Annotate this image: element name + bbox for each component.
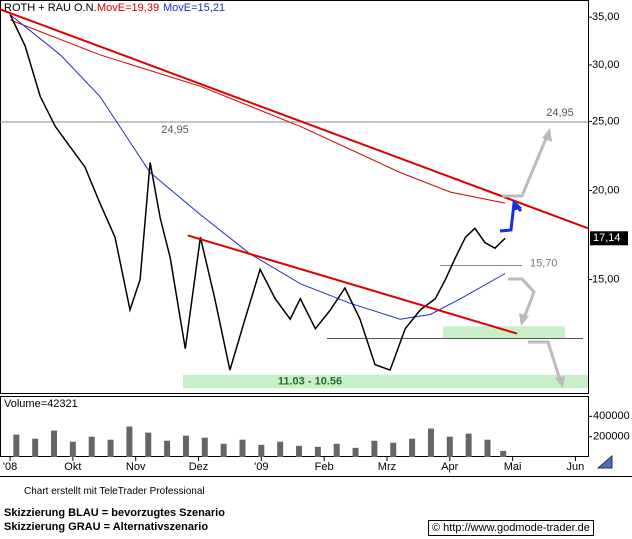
x-tick-label: Mrz xyxy=(378,461,396,473)
volume-bar xyxy=(32,438,39,457)
x-tick-label: Feb xyxy=(315,461,334,473)
legend-entry: MovE=19,39 xyxy=(97,2,159,14)
volume-bar xyxy=(164,440,171,457)
volume-bar xyxy=(51,430,58,457)
volume-bar xyxy=(465,433,472,457)
blue-arrowhead xyxy=(513,202,522,211)
x-tick-label: Apr xyxy=(441,461,458,473)
x-tick-label: Nov xyxy=(126,461,146,473)
zone-label: 11.03 - 10.56 xyxy=(278,375,342,387)
y-tick-label: 25,00 xyxy=(592,115,620,127)
volume-bar xyxy=(220,443,227,457)
credit: Chart erstellt mit TeleTrader Profession… xyxy=(24,486,205,497)
scenario-sketch xyxy=(499,128,565,388)
support-zone xyxy=(183,374,588,389)
last-price-box xyxy=(590,231,628,246)
volume-bar xyxy=(446,436,453,457)
gray-scenario xyxy=(528,340,562,381)
volume-bar xyxy=(500,450,507,457)
chart: 11.03 - 10.56 15,00 20,00 25,00 30,00 35,00 '0… xyxy=(0,0,632,477)
price-line xyxy=(9,14,506,372)
gray-arrowhead xyxy=(555,376,565,388)
moving-average xyxy=(9,19,506,204)
gray-scenario xyxy=(502,135,549,198)
level-label: 15,70 xyxy=(530,257,558,269)
level-label: 24,95 xyxy=(546,107,574,119)
volume-bar xyxy=(333,443,340,457)
y-tick-label: 20,00 xyxy=(592,184,620,196)
volume-bar xyxy=(296,445,303,457)
volume-bar xyxy=(126,426,133,457)
url: © http://www.godmode-trader.de xyxy=(428,520,594,536)
legend-blue: Skizzierung BLAU = bevorzugtes Szenario xyxy=(4,507,225,519)
volume-bar xyxy=(390,442,397,457)
volume-bar xyxy=(277,441,284,457)
volume-tick-label: 200000 xyxy=(593,431,630,443)
gray-arrowhead xyxy=(542,128,552,142)
x-tick-label: '09 xyxy=(254,461,268,473)
volume-bar xyxy=(258,444,265,457)
x-tick-label: Jun xyxy=(567,461,585,473)
volume-tick-label: 400000 xyxy=(593,410,630,422)
volume-label: Volume=42321 xyxy=(4,398,78,410)
legend-entry: MovE=15,21 xyxy=(163,2,225,14)
support-zone xyxy=(443,326,565,339)
volume-bar xyxy=(13,434,20,457)
legend-gray: Skizzierung GRAU = Alternativszenario xyxy=(4,521,209,533)
volume-bar xyxy=(352,447,359,457)
chart-title: ROTH + RAU O.N. xyxy=(4,2,97,14)
volume-bar xyxy=(145,432,152,457)
volume-bar xyxy=(69,441,76,457)
moving-average xyxy=(9,14,506,320)
level-label: 24,95 xyxy=(161,124,189,136)
volume-bar xyxy=(107,439,114,457)
volume-bar xyxy=(88,436,95,457)
gray-arrowhead xyxy=(519,313,529,326)
x-tick-label: Mai xyxy=(504,461,522,473)
trendline xyxy=(187,234,518,335)
gray-scenario xyxy=(508,277,536,319)
volume-bar xyxy=(201,437,208,457)
last-price-label: 17,14 xyxy=(593,232,621,244)
volume-bar xyxy=(182,435,189,457)
volume-bar xyxy=(371,440,378,457)
volume-bar xyxy=(239,439,246,457)
volume-bar xyxy=(409,438,416,457)
x-tick-label: Dez xyxy=(189,461,209,473)
y-tick-label: 35,00 xyxy=(592,11,620,23)
volume-bar xyxy=(314,446,321,457)
y-tick-label: 15,00 xyxy=(592,273,620,285)
logo-icon xyxy=(596,454,613,469)
volume-panel xyxy=(0,396,589,457)
x-tick-label: '08 xyxy=(3,461,17,473)
y-tick-label: 30,00 xyxy=(592,59,620,71)
x-tick-label: Okt xyxy=(64,461,81,473)
volume-bar xyxy=(484,439,491,457)
trendline xyxy=(0,8,589,230)
volume-bar xyxy=(427,428,434,457)
